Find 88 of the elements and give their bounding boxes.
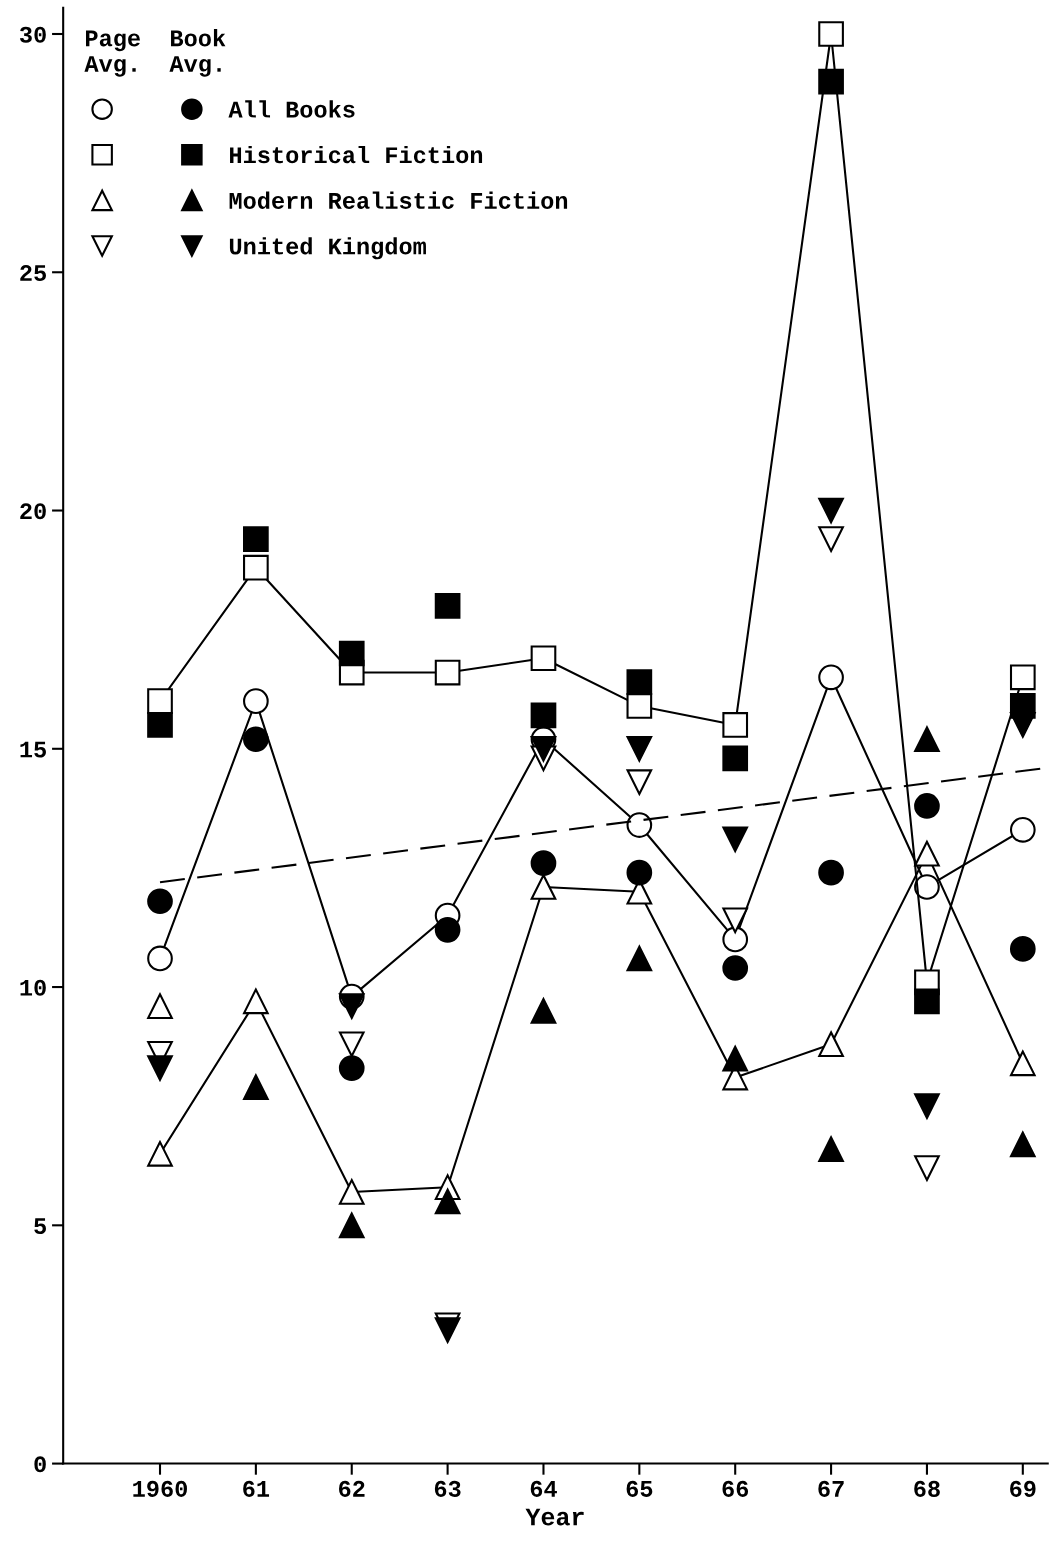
- point: [626, 812, 653, 838]
- point: [530, 735, 557, 762]
- point: [626, 859, 653, 886]
- point: [434, 917, 461, 943]
- point: [530, 850, 557, 876]
- legend-label: United Kingdom: [229, 237, 426, 260]
- point: [147, 1140, 173, 1167]
- x-tick-label: 66: [722, 1480, 749, 1497]
- point: [1009, 712, 1036, 738]
- point: [243, 988, 269, 1015]
- point: [914, 793, 940, 819]
- point: [1009, 816, 1036, 843]
- point: [818, 68, 844, 95]
- point: [818, 497, 844, 524]
- point: [722, 955, 749, 981]
- point: [1009, 1050, 1036, 1077]
- point: [530, 645, 557, 672]
- point: [626, 693, 653, 719]
- y-tick-label: 5: [34, 1218, 46, 1235]
- point: [818, 21, 844, 47]
- point: [1009, 936, 1036, 962]
- point: [147, 888, 173, 915]
- point: [147, 688, 173, 714]
- legend-label: Modern Realistic Fiction: [229, 191, 568, 209]
- y-tick-label: 30: [19, 26, 46, 43]
- point: [626, 669, 653, 695]
- legend-label: Historical Fiction: [230, 145, 483, 164]
- point: [626, 945, 653, 972]
- point: [914, 840, 940, 867]
- y-tick-label: 0: [34, 1456, 46, 1473]
- point: [338, 1055, 365, 1081]
- x-tick-label: 68: [914, 1480, 940, 1497]
- x-tick-label: 65: [626, 1480, 653, 1497]
- legend-label: All Books: [228, 100, 355, 118]
- point: [434, 659, 461, 686]
- point: [530, 874, 557, 900]
- point: [338, 640, 365, 667]
- x-tick-label: 63: [434, 1480, 461, 1497]
- point: [818, 1031, 844, 1058]
- x-axis-title: Year: [525, 1508, 584, 1526]
- point: [338, 1212, 365, 1239]
- point: [147, 945, 173, 972]
- point: [626, 769, 653, 795]
- point: [147, 712, 173, 738]
- point: [818, 664, 844, 691]
- point: [243, 726, 269, 753]
- point: [243, 554, 269, 581]
- point: [434, 1317, 461, 1343]
- point: [626, 735, 653, 762]
- point: [338, 1031, 365, 1058]
- point: [530, 702, 557, 729]
- point: [914, 1155, 940, 1181]
- x-tick-label: 62: [339, 1480, 365, 1497]
- legend-title: Page Book Avg. Avg.: [84, 29, 226, 77]
- point: [338, 1179, 365, 1205]
- point: [818, 526, 844, 552]
- point: [1009, 664, 1036, 691]
- point: [1009, 1131, 1036, 1158]
- y-tick-label: 10: [20, 979, 46, 996]
- point: [722, 926, 749, 953]
- point: [722, 826, 749, 853]
- point: [147, 1055, 173, 1081]
- point: [722, 907, 749, 934]
- point: [818, 1136, 844, 1162]
- point: [722, 1045, 749, 1072]
- point: [818, 859, 844, 886]
- point: [338, 993, 365, 1019]
- point: [722, 745, 749, 772]
- x-tick-label: 64: [530, 1480, 557, 1497]
- y-tick-label: 25: [20, 265, 46, 282]
- point: [914, 726, 940, 753]
- x-tick-label: 1960: [133, 1480, 187, 1497]
- point: [243, 688, 269, 714]
- point: [243, 1074, 269, 1100]
- y-tick-label: 20: [20, 503, 46, 520]
- point: [243, 526, 269, 552]
- x-tick-label: 67: [818, 1480, 844, 1497]
- y-tick-label: 15: [20, 741, 46, 758]
- x-tick-label: 61: [243, 1480, 270, 1497]
- point: [914, 1093, 940, 1120]
- point: [722, 712, 749, 738]
- point: [914, 874, 940, 900]
- x-tick-label: 69: [1010, 1480, 1036, 1497]
- point: [147, 993, 173, 1019]
- point: [434, 1188, 461, 1215]
- point: [434, 592, 461, 619]
- point: [530, 998, 557, 1024]
- point: [914, 988, 940, 1015]
